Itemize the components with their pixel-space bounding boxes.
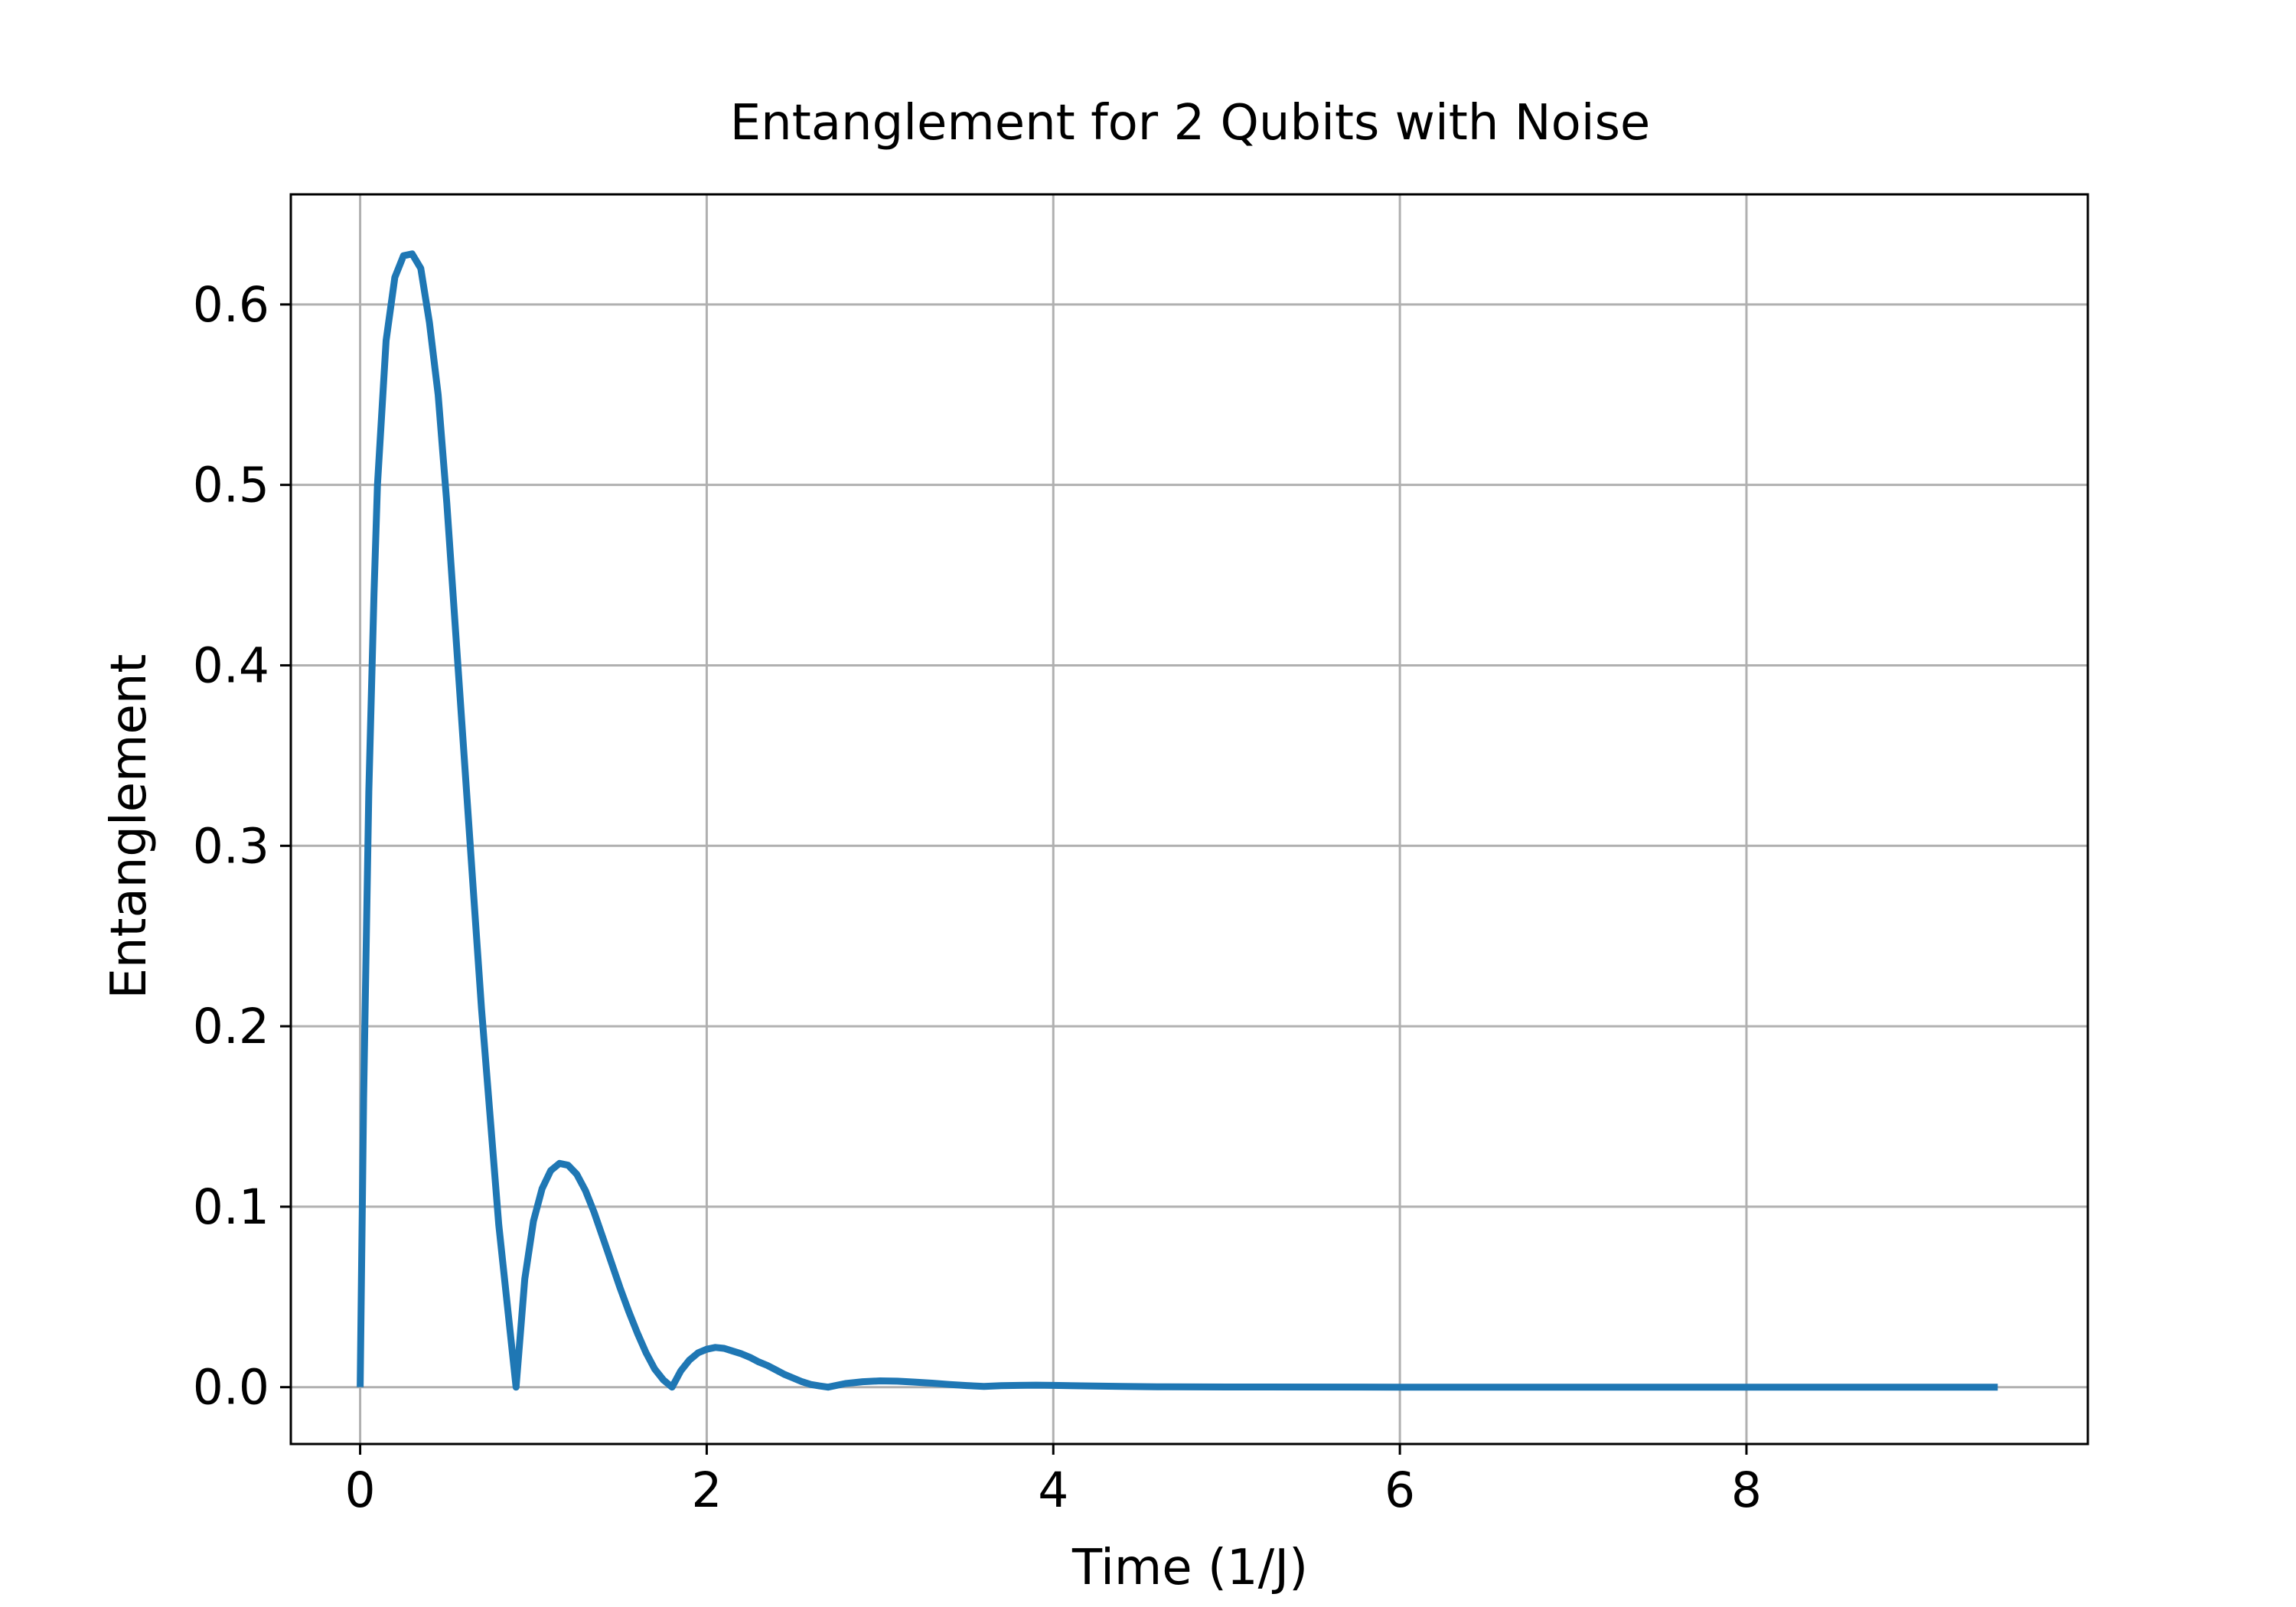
plot-frame: [289, 193, 2089, 1446]
y-tick-label: 0.2: [193, 999, 269, 1054]
x-axis-label: Time (1/J): [1071, 1540, 1308, 1596]
x-tick-label: 2: [691, 1462, 722, 1518]
x-tick-label: 8: [1731, 1462, 1762, 1518]
series-line: [357, 250, 1998, 1391]
y-tick-label: 0.5: [193, 458, 269, 513]
plot-area: [357, 250, 1998, 1391]
y-tick-label: 0.6: [193, 277, 269, 333]
x-tick-label: 0: [345, 1462, 376, 1518]
y-tick-label: 0.4: [193, 637, 269, 693]
y-tick-label: 0.0: [193, 1360, 269, 1416]
x-tick-label: 6: [1384, 1462, 1415, 1518]
axis-ticks: 0 2 4 6 8 0.0 0.1 0.2 0.3 0.4 0.5 0.6: [193, 277, 1762, 1518]
chart-title: Entanglement for 2 Qubits with Noise: [730, 95, 1651, 152]
y-tick-label: 0.1: [193, 1179, 269, 1235]
y-tick-label: 0.3: [193, 818, 269, 874]
x-tick-label: 4: [1038, 1462, 1068, 1518]
y-axis-label: Entanglement: [101, 654, 158, 999]
